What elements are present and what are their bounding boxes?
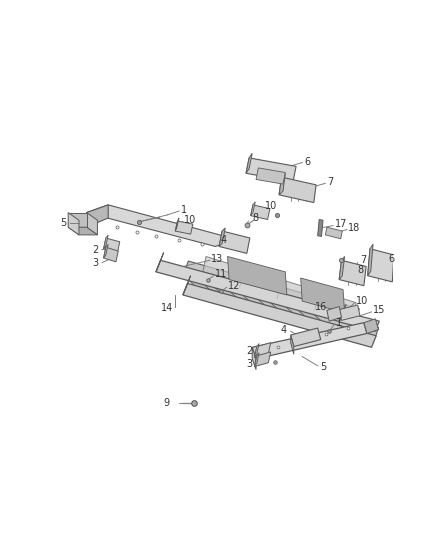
Polygon shape	[301, 278, 345, 313]
Polygon shape	[202, 277, 378, 337]
Polygon shape	[298, 304, 331, 335]
Text: 8: 8	[252, 213, 258, 223]
Polygon shape	[339, 305, 360, 320]
Polygon shape	[243, 289, 275, 320]
Text: 13: 13	[212, 254, 224, 264]
Polygon shape	[189, 274, 220, 304]
Text: 17: 17	[335, 219, 347, 229]
Polygon shape	[103, 235, 108, 249]
Polygon shape	[202, 256, 356, 322]
Polygon shape	[339, 256, 345, 280]
Polygon shape	[87, 205, 108, 227]
Polygon shape	[246, 154, 252, 173]
Polygon shape	[219, 228, 225, 246]
Polygon shape	[256, 168, 285, 184]
Polygon shape	[339, 312, 379, 331]
Polygon shape	[252, 348, 256, 370]
Text: 10: 10	[356, 296, 368, 306]
Text: 9: 9	[164, 398, 170, 408]
Polygon shape	[103, 247, 118, 262]
Text: 1: 1	[180, 205, 187, 215]
Text: 6: 6	[304, 157, 311, 167]
Polygon shape	[339, 304, 346, 322]
Text: 10: 10	[184, 215, 197, 225]
Polygon shape	[367, 244, 373, 276]
Polygon shape	[367, 249, 394, 282]
Polygon shape	[68, 227, 97, 235]
Text: 18: 18	[349, 223, 361, 233]
Text: 5: 5	[320, 362, 326, 373]
Polygon shape	[219, 231, 250, 253]
Text: 2: 2	[92, 245, 98, 255]
Polygon shape	[251, 205, 270, 220]
Polygon shape	[156, 253, 164, 272]
Text: 16: 16	[315, 302, 328, 311]
Polygon shape	[183, 276, 191, 295]
Polygon shape	[291, 335, 294, 354]
Polygon shape	[254, 353, 259, 367]
Text: 12: 12	[228, 281, 241, 292]
Text: 7: 7	[360, 255, 366, 265]
Text: 6: 6	[389, 254, 395, 264]
Polygon shape	[339, 260, 366, 286]
Polygon shape	[175, 221, 193, 234]
Text: 10: 10	[265, 201, 278, 212]
Polygon shape	[364, 319, 378, 334]
Text: 4: 4	[221, 235, 227, 245]
Polygon shape	[271, 297, 303, 327]
Text: 3: 3	[246, 359, 252, 369]
Polygon shape	[291, 328, 321, 346]
Text: 8: 8	[358, 264, 364, 274]
Text: 15: 15	[373, 305, 385, 316]
Polygon shape	[246, 158, 296, 182]
Text: 2: 2	[246, 346, 252, 356]
Polygon shape	[215, 282, 246, 312]
Polygon shape	[279, 177, 316, 203]
Polygon shape	[279, 173, 285, 195]
Polygon shape	[251, 202, 255, 216]
Text: 5: 5	[60, 219, 67, 228]
Text: 7: 7	[328, 177, 334, 187]
Polygon shape	[87, 213, 97, 235]
Polygon shape	[228, 256, 287, 295]
Text: 4: 4	[281, 325, 287, 335]
Polygon shape	[68, 213, 87, 227]
Text: 3: 3	[92, 259, 98, 269]
Text: 1: 1	[336, 318, 342, 328]
Polygon shape	[254, 343, 259, 357]
Polygon shape	[252, 322, 367, 359]
Polygon shape	[254, 343, 271, 357]
Polygon shape	[183, 284, 376, 348]
Polygon shape	[325, 227, 342, 239]
Polygon shape	[254, 352, 271, 367]
Polygon shape	[156, 260, 346, 322]
Polygon shape	[103, 238, 120, 253]
Polygon shape	[68, 213, 79, 235]
Polygon shape	[185, 261, 359, 318]
Text: 11: 11	[215, 269, 227, 279]
Text: 14: 14	[162, 303, 173, 313]
Polygon shape	[327, 306, 342, 321]
Polygon shape	[87, 205, 237, 246]
Polygon shape	[103, 244, 108, 258]
Polygon shape	[175, 218, 179, 231]
Polygon shape	[318, 220, 323, 237]
